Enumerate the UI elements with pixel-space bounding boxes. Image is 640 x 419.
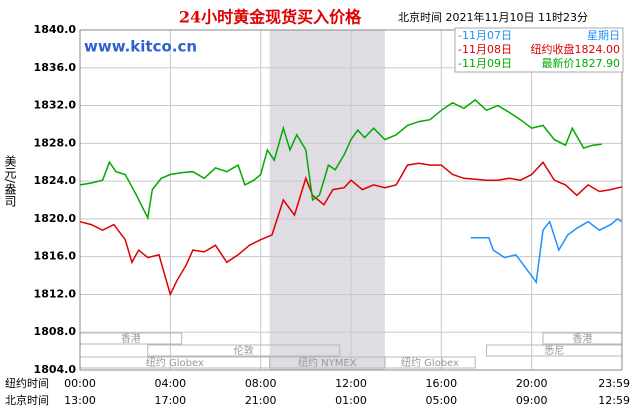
y-tick-label: 1832.0 — [34, 99, 77, 112]
session-label: 伦敦 — [234, 344, 254, 357]
x-tick-label: 16:00 — [425, 377, 457, 390]
x2-tick-label: 13:00 — [64, 394, 96, 407]
session-label: 纽约 NYMEX — [298, 356, 357, 369]
legend-note: 纽约收盘1824.00 — [531, 42, 621, 56]
x2-tick-label: 17:00 — [154, 394, 186, 407]
y-tick-label: 1804.0 — [34, 363, 77, 376]
y-tick-label: 1812.0 — [34, 287, 77, 300]
session-label: 纽约 Globex — [146, 356, 204, 369]
legend-note: 星期日 — [587, 29, 620, 42]
y-tick-label: 1836.0 — [34, 61, 77, 74]
y-tick-label: 1840.0 — [34, 23, 77, 36]
x2-tick-label: 09:00 — [516, 394, 548, 407]
y-tick-label: 1824.0 — [34, 174, 77, 187]
legend-name: -11月07日 — [458, 29, 512, 42]
y-axis-label: 美元/盎司 — [3, 155, 17, 207]
x2-tick-label: 12:59 — [598, 394, 630, 407]
legend-note: 最新价1827.90 — [542, 56, 621, 70]
watermark: www.kitco.cn — [84, 38, 197, 56]
x-tick-label: 12:00 — [335, 377, 367, 390]
x-tick-label: 23:59 — [598, 377, 630, 390]
x-tick-label: 00:00 — [64, 377, 96, 390]
x-tick-label: 20:00 — [516, 377, 548, 390]
x2-axis-label: 北京时间 — [5, 393, 49, 407]
plot-frame — [79, 29, 623, 371]
x-tick-label: 08:00 — [245, 377, 277, 390]
session-bar — [147, 344, 341, 357]
series-line — [470, 217, 623, 285]
series-line — [79, 160, 623, 297]
x2-tick-label: 21:00 — [245, 394, 277, 407]
series-line — [79, 98, 602, 221]
y-tick-label: 1808.0 — [34, 325, 77, 338]
legend-box — [454, 27, 624, 73]
session-label: 香港 — [572, 333, 592, 345]
session-label: 悉尼 — [544, 345, 564, 357]
x-tick-label: 04:00 — [154, 377, 186, 390]
y-tick-label: 1816.0 — [34, 250, 77, 263]
x2-tick-label: 01:00 — [335, 394, 367, 407]
session-label: 纽约 Globex — [401, 356, 459, 369]
session-label: 香港 — [121, 333, 141, 345]
y-tick-label: 1820.0 — [34, 212, 77, 225]
session-bar — [384, 356, 476, 369]
chart-title: 24小时黄金现货买入价格 — [179, 8, 362, 27]
timestamp: 北京时间 2021年11月10日 11时23分 — [398, 10, 588, 24]
x2-tick-label: 05:00 — [425, 394, 457, 407]
legend-name: -11月09日 — [458, 57, 512, 70]
legend-name: -11月08日 — [458, 43, 512, 56]
x-axis-label: 纽约时间 — [5, 376, 49, 390]
y-tick-label: 1828.0 — [34, 136, 77, 149]
